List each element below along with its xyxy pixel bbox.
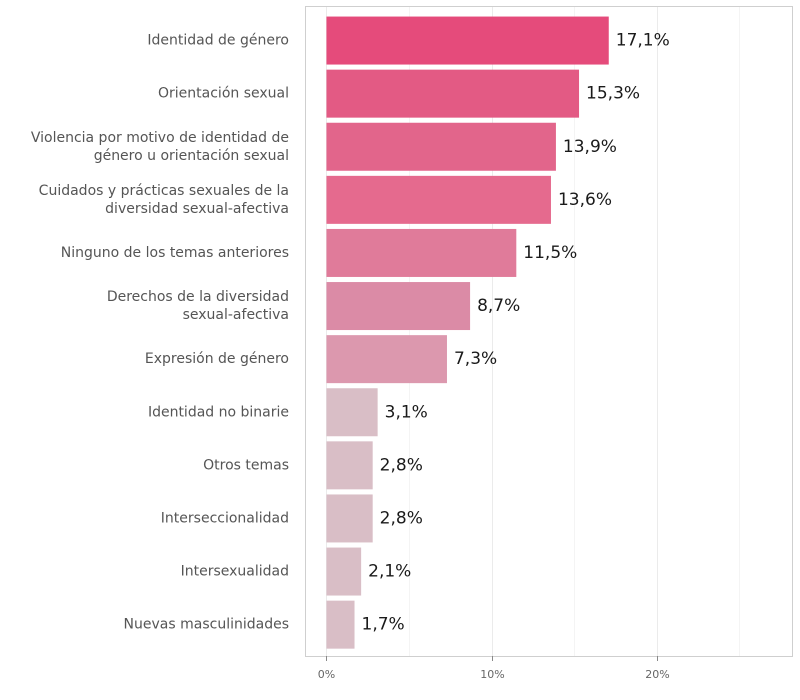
- category-label-line: Derechos de la diversidad: [107, 289, 289, 305]
- category-label: Intersexualidad: [181, 564, 289, 580]
- bar: [326, 16, 609, 65]
- bar: [326, 547, 362, 596]
- bar: [326, 388, 378, 437]
- value-label: 1,7%: [362, 615, 405, 635]
- category-label-line: Cuidados y prácticas sexuales de la: [39, 183, 289, 199]
- value-label: 2,8%: [380, 508, 423, 528]
- bar: [326, 494, 373, 543]
- value-label: 8,7%: [477, 296, 520, 316]
- value-label: 2,1%: [368, 562, 411, 582]
- bar: [326, 69, 580, 118]
- category-label: Expresión de género: [145, 351, 289, 367]
- category-label: Cuidados y prácticas sexuales de la diver…: [39, 183, 289, 217]
- value-label: 17,1%: [616, 31, 670, 51]
- category-label-line: Otros temas: [203, 457, 289, 473]
- category-label-line: Intersexualidad: [181, 564, 289, 580]
- category-label: Derechos de la diversidad sexual-afectiva: [107, 289, 289, 323]
- category-label-line: sexual-afectiva: [183, 307, 289, 323]
- category-label-line: Expresión de género: [145, 351, 289, 367]
- value-label: 13,6%: [558, 190, 612, 210]
- category-label-line: género u orientación sexual: [94, 148, 289, 164]
- value-labels: 17,1% 15,3% 13,9% 13,6% 11,5% 8,7% 7,3% 3,1% 2,8…: [362, 31, 670, 635]
- value-label: 7,3%: [454, 349, 497, 369]
- category-label: Otros temas: [203, 457, 289, 473]
- category-label: Nuevas masculinidades: [124, 617, 289, 633]
- category-label-line: Orientación sexual: [158, 86, 289, 102]
- value-label: 13,9%: [563, 137, 617, 157]
- value-label: 3,1%: [385, 402, 428, 422]
- x-axis-ticks: 0% 10% 20%: [318, 656, 670, 681]
- category-labels: Identidad de género Orientación sexual Vio…: [31, 33, 289, 633]
- bars: [326, 16, 609, 649]
- category-label-line: Ninguno de los temas anteriores: [61, 245, 289, 261]
- bar: [326, 335, 447, 384]
- category-label: Orientación sexual: [158, 86, 289, 102]
- bar: [326, 282, 471, 331]
- category-label-line: Identidad de género: [147, 33, 289, 49]
- category-label: Ninguno de los temas anteriores: [61, 245, 289, 261]
- plot-border: [305, 6, 793, 657]
- category-label-line: diversidad sexual-afectiva: [105, 201, 289, 217]
- category-label-line: Nuevas masculinidades: [124, 617, 289, 633]
- bar: [326, 600, 355, 649]
- category-label: Interseccionalidad: [161, 510, 289, 526]
- bar: [326, 441, 373, 490]
- x-tick-label: 20%: [645, 668, 669, 681]
- category-label: Violencia por motivo de identidad de géne…: [31, 130, 289, 164]
- category-label: Identidad de género: [147, 33, 289, 49]
- value-label: 15,3%: [586, 84, 640, 104]
- x-tick-label: 10%: [480, 668, 504, 681]
- bar: [326, 228, 517, 277]
- value-label: 11,5%: [523, 243, 577, 263]
- category-label-line: Violencia por motivo de identidad de: [31, 130, 289, 146]
- bar: [326, 122, 556, 171]
- category-label-line: Identidad no binarie: [148, 404, 289, 420]
- category-label: Identidad no binarie: [148, 404, 289, 420]
- category-label-line: Interseccionalidad: [161, 510, 289, 526]
- bar: [326, 175, 551, 224]
- x-tick-label: 0%: [318, 668, 335, 681]
- value-label: 2,8%: [380, 455, 423, 475]
